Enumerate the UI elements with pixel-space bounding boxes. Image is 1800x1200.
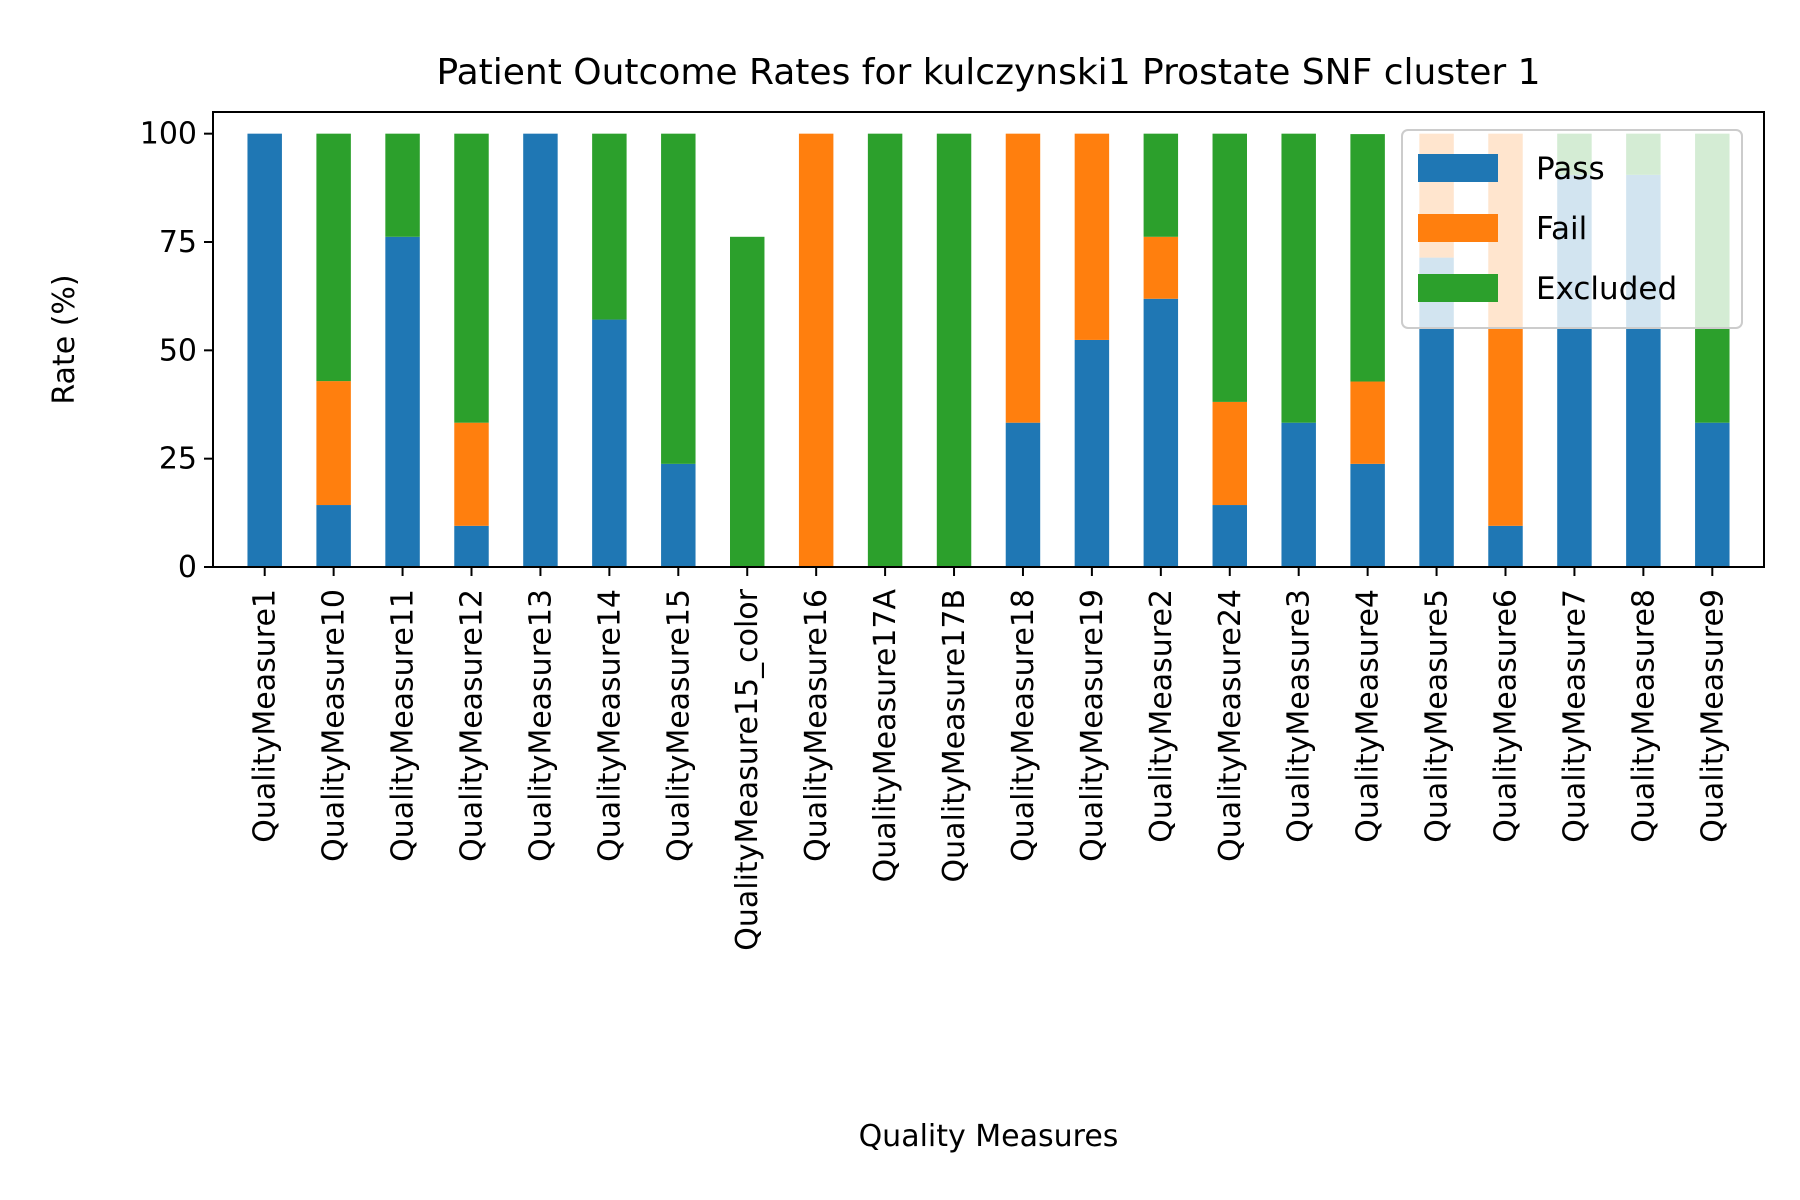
axes-layer: [212, 111, 1765, 568]
bar-fail-qualitymeasure19: [1074, 133, 1110, 340]
bar-fail-qualitymeasure10: [316, 381, 351, 506]
bar-excluded-qualitymeasure17a: [867, 133, 903, 567]
bar-pass-qualitymeasure2: [1143, 298, 1179, 567]
bar-pass-qualitymeasure10: [316, 505, 351, 567]
x-tick-label: QualityMeasure18: [1006, 589, 1041, 862]
bar-pass-qualitymeasure4: [1350, 463, 1385, 567]
bar-pass-qualitymeasure1: [247, 133, 282, 567]
y-axis: 0 25 50 75 100: [140, 117, 213, 585]
x-tick-label: QualityMeasure3: [1282, 589, 1317, 843]
bar-pass-qualitymeasure24: [1212, 505, 1247, 567]
x-tick-label: QualityMeasure10: [317, 589, 352, 862]
bar-pass-qualitymeasure15: [661, 463, 696, 567]
bar-excluded-qualitymeasure3: [1281, 133, 1316, 423]
bar-pass-qualitymeasure9: [1695, 422, 1730, 567]
x-tick-label: QualityMeasure8: [1626, 589, 1661, 843]
x-tick-label: QualityMeasure11: [386, 589, 421, 862]
x-tick-label: QualityMeasure19: [1075, 589, 1110, 862]
y-tick-label: 75: [159, 225, 197, 260]
bar-pass-qualitymeasure3: [1281, 422, 1316, 567]
bar-pass-qualitymeasure6: [1488, 525, 1523, 567]
bar-excluded-qualitymeasure12: [454, 133, 489, 423]
bar-fail-qualitymeasure16: [798, 133, 834, 567]
bar-fail-qualitymeasure2: [1143, 236, 1179, 299]
bar-pass-qualitymeasure14: [592, 319, 627, 567]
x-tick-label: QualityMeasure13: [523, 589, 558, 862]
x-tick-label: QualityMeasure5: [1420, 589, 1455, 843]
legend-label-pass: Pass: [1536, 151, 1605, 187]
bar-fail-qualitymeasure18: [1005, 133, 1041, 423]
bar-excluded-qualitymeasure10: [316, 133, 351, 382]
bar-excluded-qualitymeasure24: [1212, 133, 1247, 402]
x-tick-label: QualityMeasure6: [1489, 589, 1524, 843]
bar-excluded-qualitymeasure17b: [936, 133, 972, 567]
bar-pass-qualitymeasure19: [1074, 339, 1110, 567]
bar-excluded-qualitymeasure14: [592, 133, 627, 320]
bar-excluded-qualitymeasure4: [1350, 134, 1385, 382]
legend-label-fail: Fail: [1536, 211, 1587, 247]
x-tick-label: QualityMeasure16: [799, 589, 834, 862]
legend-swatch-pass: [1418, 154, 1498, 182]
y-tick-label: 0: [178, 550, 197, 585]
bar-excluded-qualitymeasure11: [385, 133, 420, 237]
bar-fail-qualitymeasure24: [1212, 401, 1247, 506]
x-tick-label: QualityMeasure1: [248, 589, 283, 843]
x-tick-label: QualityMeasure17B: [937, 589, 972, 882]
x-tick-label: QualityMeasure24: [1213, 589, 1248, 862]
chart-title: Patient Outcome Rates for kulczynski1 Pr…: [436, 52, 1540, 93]
y-tick-label: 100: [140, 117, 197, 152]
bar-pass-qualitymeasure11: [385, 236, 420, 568]
x-tick-label: QualityMeasure4: [1351, 589, 1386, 843]
bar-excluded-qualitymeasure2: [1143, 133, 1179, 237]
bar-pass-qualitymeasure13: [523, 133, 558, 567]
x-tick-label: QualityMeasure15: [661, 589, 696, 862]
x-tick-label: QualityMeasure17A: [868, 589, 903, 883]
legend-swatch-excluded: [1418, 274, 1498, 302]
x-tick-label: QualityMeasure2: [1144, 589, 1179, 843]
legend: Pass Fail Excluded: [1401, 129, 1743, 329]
bar-pass-qualitymeasure18: [1005, 422, 1041, 567]
x-tick-label: QualityMeasure7: [1557, 589, 1592, 843]
legend-swatch-fail: [1418, 214, 1498, 242]
x-axis-title: Quality Measures: [859, 1119, 1119, 1154]
x-tick-label: QualityMeasure14: [592, 589, 627, 862]
y-tick-label: 25: [159, 442, 197, 477]
bar-excluded-qualitymeasure15: [661, 133, 696, 464]
bar-fail-qualitymeasure12: [454, 422, 489, 526]
bar-excluded-qualitymeasure15_color: [730, 236, 765, 568]
plot-frame: [212, 111, 1765, 568]
x-axis: QualityMeasure1 QualityMeasure10 QualityMe…: [248, 567, 1730, 951]
bar-fail-qualitymeasure4: [1350, 381, 1385, 464]
x-tick-label: QualityMeasure9: [1695, 589, 1730, 843]
bar-pass-qualitymeasure12: [454, 525, 489, 567]
y-tick-label: 50: [159, 333, 197, 368]
legend-label-excluded: Excluded: [1536, 271, 1677, 307]
x-tick-label: QualityMeasure15_color: [730, 588, 765, 950]
x-tick-label: QualityMeasure12: [455, 589, 490, 862]
y-axis-title: Rate (%): [47, 274, 82, 404]
